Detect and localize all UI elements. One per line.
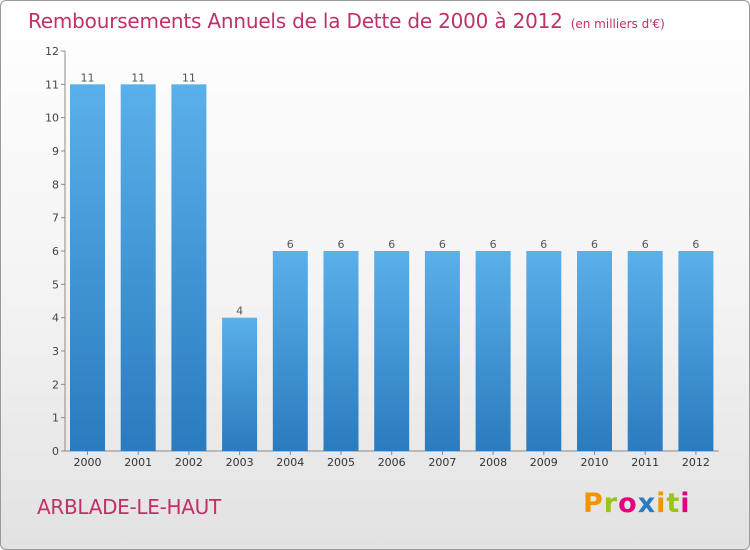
bar-value-label: 6 — [490, 238, 497, 251]
y-tick-label: 8 — [52, 178, 59, 191]
y-tick-label: 9 — [52, 145, 59, 158]
y-tick-label: 1 — [52, 412, 59, 425]
chart-title: Remboursements Annuels de la Dette de 20… — [28, 9, 665, 33]
y-tick-label: 4 — [52, 312, 59, 325]
commune-name: ARBLADE-LE-HAUT — [37, 495, 221, 519]
x-tick-label: 2011 — [631, 456, 659, 469]
bar — [171, 84, 207, 451]
x-tick-label: 2010 — [581, 456, 609, 469]
x-tick-label: 2003 — [226, 456, 254, 469]
chart-labels: 2000 11 2001 11 2002 11 2003 4 2004 6 2005 6 2006 6 20… — [74, 71, 710, 469]
bar — [526, 251, 562, 451]
logo-letter: x — [637, 488, 657, 519]
y-tick-label: 6 — [52, 245, 59, 258]
x-tick-label: 2002 — [175, 456, 203, 469]
y-tick-label: 12 — [45, 45, 59, 58]
bar-value-label: 6 — [540, 238, 547, 251]
y-tick-label: 0 — [52, 445, 59, 458]
logo-letter: o — [618, 488, 638, 519]
x-tick-label: 2001 — [124, 456, 152, 469]
bar — [627, 251, 663, 451]
bar-value-label: 6 — [338, 238, 345, 251]
bar — [323, 251, 359, 451]
bar-value-label: 11 — [131, 71, 145, 84]
bar-value-label: 4 — [236, 305, 243, 318]
y-tick-label: 10 — [45, 112, 59, 125]
x-tick-label: 2008 — [479, 456, 507, 469]
bar — [120, 84, 156, 451]
bar-value-label: 11 — [182, 71, 196, 84]
x-tick-label: 2012 — [682, 456, 710, 469]
bar — [577, 251, 612, 451]
x-tick-label: 2009 — [530, 456, 558, 469]
bar — [424, 251, 460, 451]
chart-bars — [70, 84, 714, 451]
x-tick-label: 2000 — [74, 456, 102, 469]
logo-letter: i — [656, 488, 667, 519]
bar-value-label: 6 — [591, 238, 598, 251]
bar-value-label: 6 — [439, 238, 446, 251]
y-tick-label: 2 — [52, 378, 59, 391]
bar — [222, 317, 258, 451]
logo-letter: P — [583, 488, 604, 519]
y-tick-label: 3 — [52, 345, 59, 358]
proxiti-logo: Proxiti — [583, 488, 691, 519]
logo-letter: t — [666, 488, 681, 519]
bar-value-label: 6 — [287, 238, 294, 251]
x-tick-label: 2007 — [428, 456, 456, 469]
logo-letter: r — [603, 488, 619, 519]
bar — [475, 251, 511, 451]
x-tick-label: 2004 — [276, 456, 304, 469]
y-tick-label: 11 — [45, 78, 59, 91]
bar-value-label: 11 — [81, 71, 95, 84]
bar-value-label: 6 — [692, 238, 699, 251]
bar — [272, 251, 308, 451]
y-tick-label: 7 — [52, 212, 59, 225]
bar-value-label: 6 — [642, 238, 649, 251]
bar — [678, 251, 714, 451]
x-tick-label: 2005 — [327, 456, 355, 469]
bar-value-label: 6 — [388, 238, 395, 251]
bar — [70, 84, 105, 451]
bar — [374, 251, 410, 451]
logo-letter: i — [680, 488, 691, 519]
chart-unit: (en milliers d'€) — [570, 17, 665, 31]
chart-title-text: Remboursements Annuels de la Dette de 20… — [28, 9, 563, 33]
x-tick-label: 2006 — [378, 456, 406, 469]
y-tick-label: 5 — [52, 278, 59, 291]
